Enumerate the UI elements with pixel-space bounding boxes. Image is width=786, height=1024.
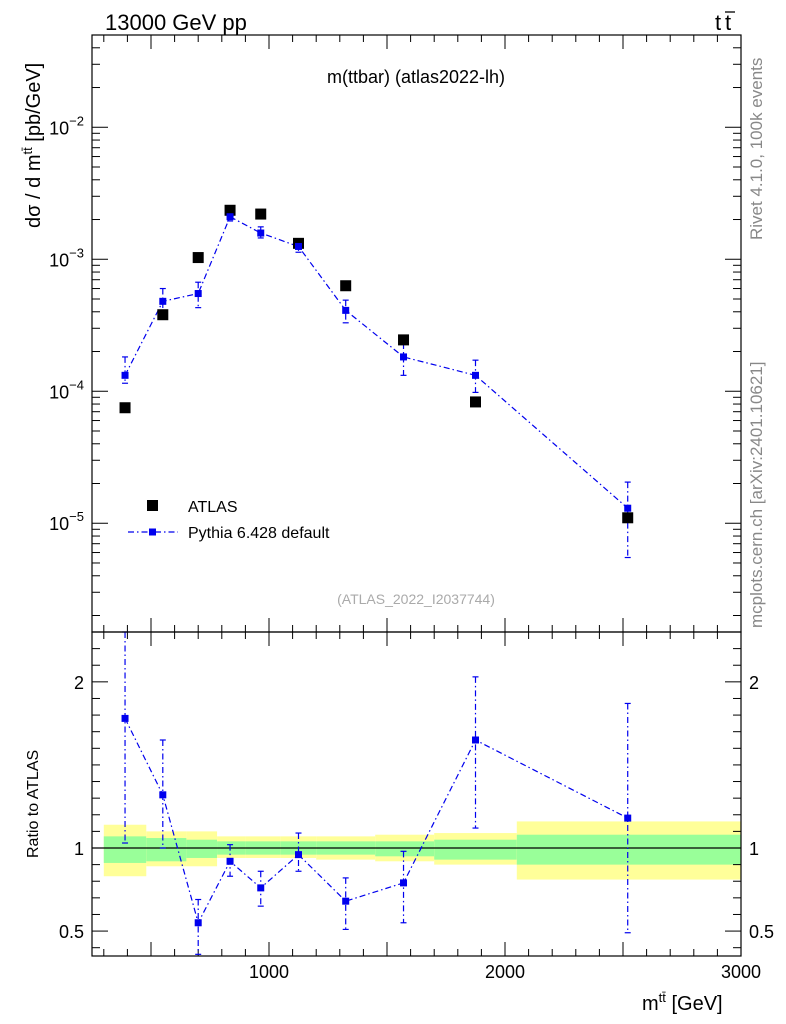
- beam-energy-label: 13000 GeV pp: [105, 10, 247, 35]
- ratio-point: [342, 897, 350, 905]
- x-tick-label: 3000: [721, 962, 761, 982]
- atlas-point: [119, 402, 131, 414]
- ratio-tick-label-left: 0.5: [59, 922, 84, 942]
- ratio-point: [194, 919, 202, 927]
- atlas-point: [157, 309, 169, 321]
- ratio-tick-label-left: 2: [74, 673, 84, 693]
- legend-marker-pythia: [149, 528, 156, 536]
- process-label: t t: [715, 10, 735, 35]
- atlas-point: [192, 252, 204, 264]
- ratio-line: [124, 718, 628, 925]
- y-tick-label: 10−3: [49, 245, 84, 270]
- pythia-point: [226, 213, 234, 221]
- ratio-inner-band: [186, 839, 218, 858]
- pythia-point: [194, 290, 202, 298]
- ratio-point: [472, 736, 479, 744]
- pythia-point: [472, 371, 479, 379]
- atlas-point: [340, 280, 352, 292]
- pythia-point: [342, 306, 350, 314]
- analysis-tag: (ATLAS_2022_I2037744): [337, 591, 495, 607]
- atlas-point: [470, 396, 481, 408]
- atlas-point: [398, 334, 410, 346]
- legend-label-pythia: Pythia 6.428 default: [188, 525, 330, 542]
- main-plot-area: [92, 34, 742, 632]
- ratio-plot-area: [92, 631, 742, 956]
- ratio-tick-label-right: 1: [749, 839, 759, 859]
- x-tick-label: 1000: [249, 962, 289, 982]
- ratio-inner-band: [103, 836, 147, 863]
- main-plot-frame: [91, 34, 742, 633]
- ratio-inner-band: [434, 839, 517, 860]
- pythia-line: [124, 215, 629, 509]
- ratio-point: [226, 857, 234, 865]
- pythia-point: [400, 353, 408, 361]
- legend-label-atlas: ATLAS: [188, 499, 238, 516]
- y-axis-label-text: dσ / d mtt̄ [pb/GeV]: [20, 63, 45, 228]
- ratio-plot-frame: [91, 631, 742, 957]
- ratio-axis-label: Ratio to ATLAS: [25, 750, 42, 858]
- ratio-point: [624, 814, 632, 822]
- ratio-tick-label-right: 0.5: [749, 922, 774, 942]
- ratio-tick-label-left: 1: [74, 839, 84, 859]
- pythia-point: [295, 242, 302, 250]
- x-tick-label: 2000: [485, 962, 525, 982]
- ratio-point: [159, 791, 167, 799]
- pythia-point: [121, 371, 129, 379]
- atlas-point: [255, 208, 267, 220]
- x-axis-label: mtt̄ [GeV]: [642, 990, 723, 1015]
- pythia-point: [624, 504, 632, 512]
- y-tick-label: 10−2: [49, 113, 84, 138]
- pythia-point: [257, 229, 265, 237]
- legend-marker-atlas: [147, 500, 158, 511]
- y-tick-label: 10−5: [49, 509, 84, 534]
- ratio-point: [400, 879, 408, 887]
- rivet-info-label: Rivet 4.1.0, 100k events: [747, 58, 766, 240]
- ratio-tick-label-right: 2: [749, 673, 759, 693]
- process-label-t: t: [715, 10, 721, 35]
- mcplots-reference-label: mcplots.cern.ch [arXiv:2401.10621]: [747, 362, 766, 628]
- ratio-point: [295, 851, 302, 859]
- y-axis-label: dσ / d mtt̄ [pb/GeV]: [20, 63, 45, 228]
- atlas-point: [224, 204, 236, 216]
- ratio-point: [121, 714, 129, 722]
- ratio-inner-band: [375, 841, 435, 857]
- y-tick-label: 10−4: [49, 377, 84, 402]
- pythia-point: [159, 297, 167, 305]
- legend: ATLAS Pythia 6.428 default: [128, 499, 330, 542]
- ratio-point: [257, 884, 265, 892]
- atlas-point: [622, 512, 634, 524]
- ratio-inner-band: [516, 834, 741, 865]
- process-label-tbar: t: [725, 10, 731, 35]
- plot-title: m(ttbar) (atlas2022-lh): [327, 67, 505, 87]
- x-axis-label-text: mtt̄ [GeV]: [642, 990, 723, 1015]
